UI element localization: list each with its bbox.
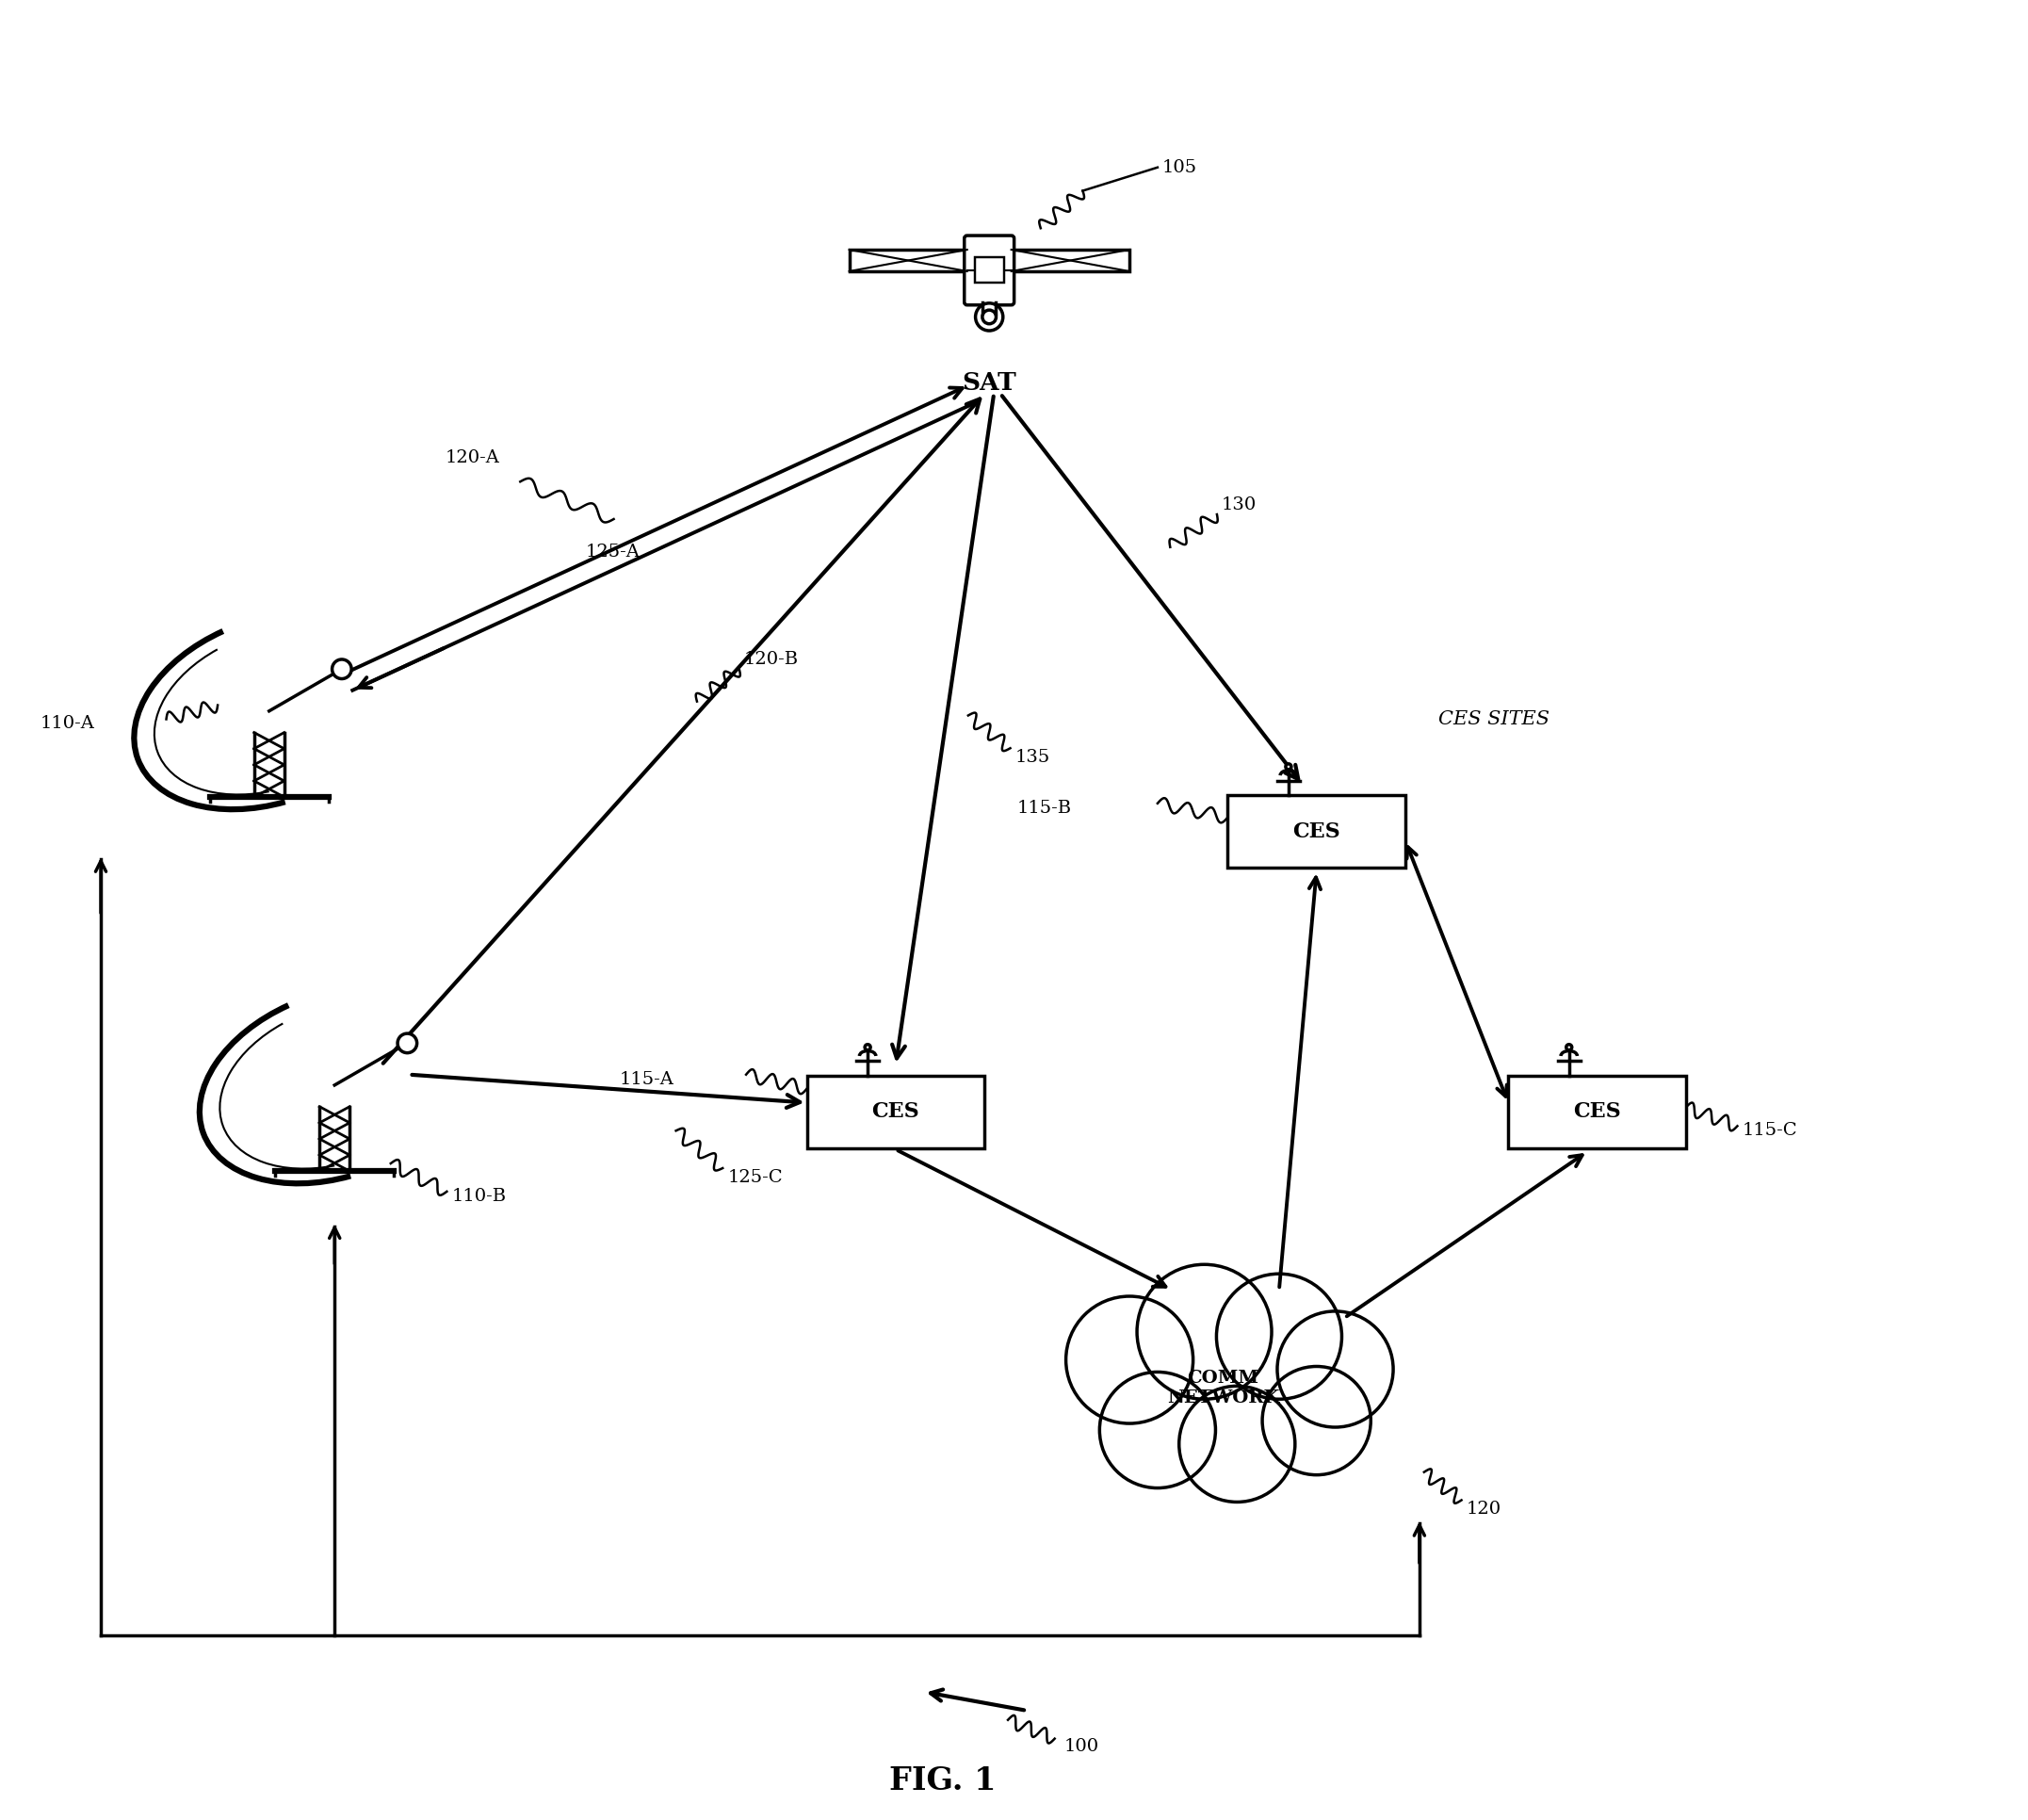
Circle shape <box>1278 1310 1393 1427</box>
Text: 115-C: 115-C <box>1742 1123 1797 1139</box>
Circle shape <box>1067 1296 1192 1423</box>
Circle shape <box>397 1034 418 1052</box>
Text: CES SITES: CES SITES <box>1438 710 1549 728</box>
Circle shape <box>1178 1387 1296 1501</box>
FancyBboxPatch shape <box>850 249 967 271</box>
Circle shape <box>1099 1372 1215 1489</box>
Text: 120-B: 120-B <box>744 652 799 668</box>
Text: COMM
NETWORK: COMM NETWORK <box>1166 1370 1280 1407</box>
Text: 125-A: 125-A <box>586 544 641 561</box>
Circle shape <box>975 304 1004 331</box>
Circle shape <box>1286 764 1292 770</box>
FancyBboxPatch shape <box>975 257 1004 284</box>
Text: 115-B: 115-B <box>1018 799 1073 817</box>
FancyBboxPatch shape <box>1509 1076 1685 1148</box>
Text: CES: CES <box>1292 821 1341 843</box>
Text: SAT: SAT <box>961 371 1016 395</box>
Circle shape <box>1261 1367 1371 1474</box>
Circle shape <box>864 1045 870 1050</box>
Circle shape <box>982 309 996 324</box>
Circle shape <box>333 659 351 679</box>
FancyBboxPatch shape <box>1227 795 1405 868</box>
Text: 110-A: 110-A <box>41 715 95 732</box>
FancyBboxPatch shape <box>965 235 1014 306</box>
Text: CES: CES <box>1574 1101 1620 1123</box>
Text: 110-B: 110-B <box>452 1188 507 1205</box>
Text: 115-A: 115-A <box>621 1070 675 1088</box>
FancyBboxPatch shape <box>807 1076 984 1148</box>
Text: 135: 135 <box>1014 750 1051 766</box>
Text: 130: 130 <box>1221 497 1257 513</box>
Text: CES: CES <box>872 1101 919 1123</box>
Text: 100: 100 <box>1065 1738 1099 1754</box>
Circle shape <box>1138 1265 1272 1400</box>
Circle shape <box>1217 1274 1343 1400</box>
FancyBboxPatch shape <box>1012 249 1130 271</box>
Text: 120-A: 120-A <box>446 450 501 466</box>
Text: 125-C: 125-C <box>728 1168 783 1187</box>
Text: 105: 105 <box>1162 158 1197 177</box>
Text: 120: 120 <box>1466 1501 1501 1518</box>
Text: FIG. 1: FIG. 1 <box>888 1765 996 1796</box>
Circle shape <box>1566 1045 1572 1050</box>
